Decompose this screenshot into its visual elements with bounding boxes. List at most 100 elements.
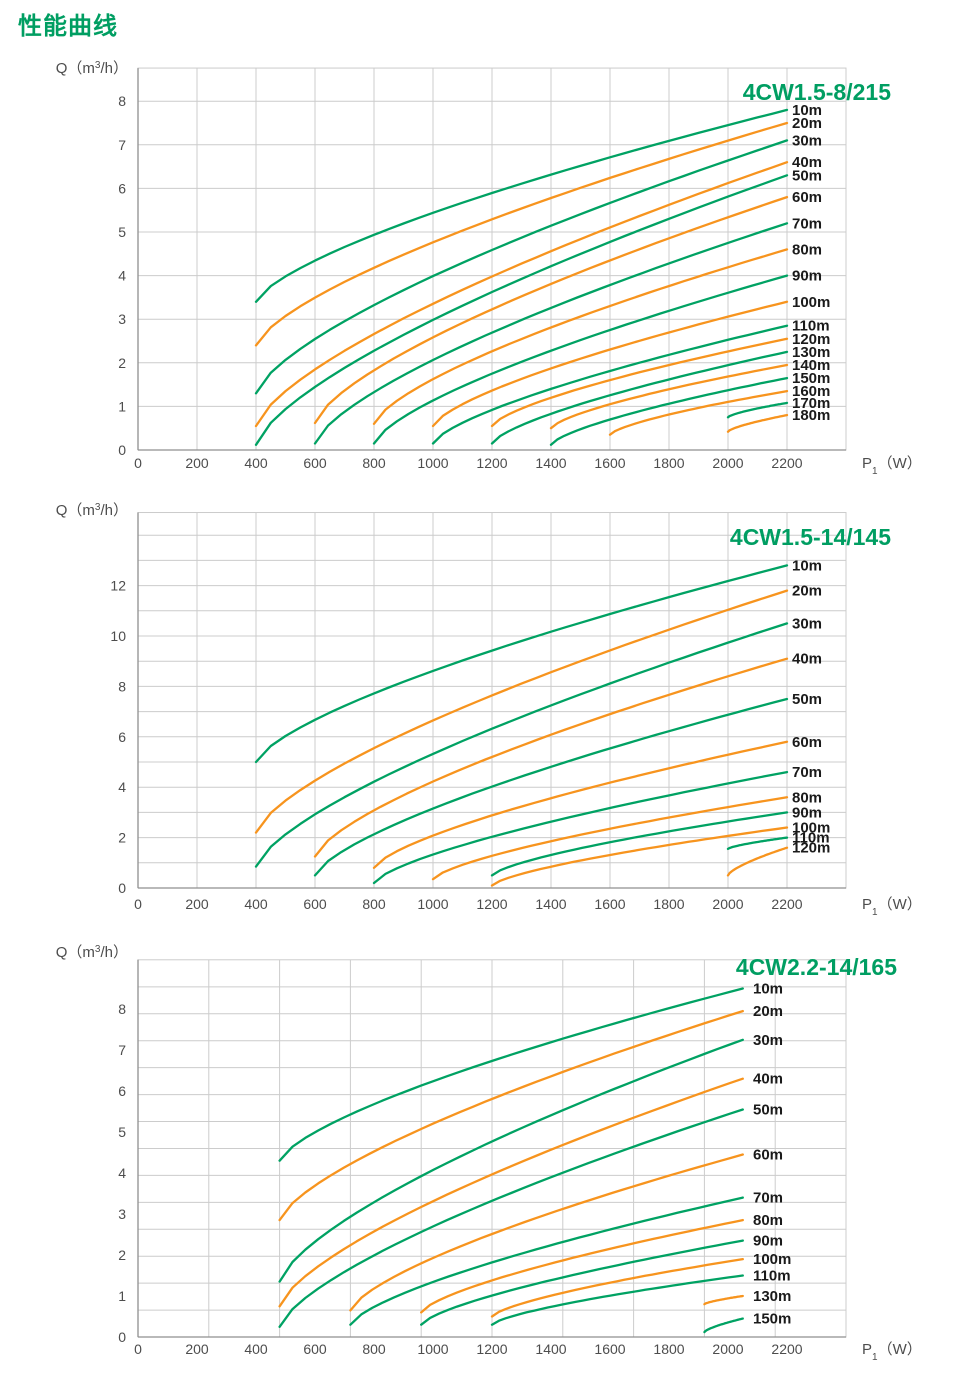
curve-label-160m: 160m [792,383,830,400]
x-tick-label: 2000 [712,896,743,912]
x-tick-label: 800 [362,1341,386,1357]
y-tick-label: 0 [118,442,126,458]
y-axis-title: Q（m3/h） [56,944,128,962]
y-tick-label: 2 [118,830,126,846]
curve-label-60m: 60m [792,734,822,751]
x-tick-label: 2200 [771,896,802,912]
y-tick-label: 1 [118,1288,126,1304]
x-tick-label: 1800 [653,455,684,471]
curve-label-60m: 60m [792,189,822,206]
curve-label-60m: 60m [753,1147,783,1164]
curve-label-70m: 70m [792,215,822,232]
chart-4cw1-5-8-215: 0 1 2 3 4 5 6 7 8 0 200 400 600 800 1000 1200 1400 1600 18… [0,55,960,495]
curve-label-20m: 20m [753,1003,783,1020]
curve-label-50m: 50m [753,1101,783,1118]
curve-180m [726,413,789,433]
curve-label-180m: 180m [792,407,830,424]
curve-label-20m: 20m [792,583,822,600]
x-tick-label: 2200 [771,1341,802,1357]
curve-30m [254,139,789,395]
y-tick-label: 6 [118,180,126,196]
x-tick-label: 1600 [594,455,625,471]
chart-canvas-2: 0 1 2 3 4 5 6 7 8 0 200 400 600 800 1000 1200 1400 1600 18… [56,944,922,1363]
curve-90m [420,1239,744,1326]
curve-80m [420,1218,744,1314]
curve-70m [349,1196,744,1326]
curve-10m [254,108,789,303]
curve-120m [490,337,789,428]
x-tick-label: 1200 [476,1341,507,1357]
y-tick-label: 2 [118,355,126,371]
x-tick-label: 2000 [712,1341,743,1357]
y-tick-label: 2 [118,1247,126,1263]
curve-110m [431,324,789,445]
x-tick-label: 600 [303,1341,327,1357]
y-tick-label: 10 [110,628,126,644]
axes-0 [137,68,846,451]
y-tick-label: 6 [118,1083,126,1099]
y-tick-label: 5 [118,224,126,240]
curve-70m [313,222,789,445]
curve-170m [726,401,789,419]
x-axis-title: P1（W） [862,1341,922,1363]
x-tick-label: 200 [185,1341,209,1357]
curve-label-120m: 120m [792,840,830,857]
x-tick-label: 1000 [417,1341,448,1357]
curve-40m [278,1077,744,1308]
curve-label-40m: 40m [753,1071,783,1088]
x-tick-label: 600 [303,896,327,912]
curve-label-140m: 140m [792,357,830,374]
curve-label-30m: 30m [792,615,822,632]
x-tick-label: 1400 [535,1341,566,1357]
curve-150m [703,1317,744,1334]
curve-50m [313,697,789,877]
curve-120m [726,846,789,877]
curve-label-80m: 80m [792,241,822,258]
x-tick-label: 800 [362,896,386,912]
y-tick-label: 12 [110,578,126,594]
y-tick-label: 0 [118,880,126,896]
curve-70m [372,770,789,885]
curve-label-120m: 120m [792,331,830,348]
x-tick-label: 1600 [594,1341,625,1357]
curve-20m [254,121,789,347]
curve-label-10m: 10m [753,981,783,998]
grid-1 [137,512,847,889]
curve-10m [278,987,744,1162]
curve-110m [726,836,789,851]
curve-60m [349,1153,744,1312]
x-tick-label: 1800 [653,1341,684,1357]
curve-label-100m: 100m [792,820,830,837]
x-tick-label: 1000 [417,896,448,912]
x-tick-label: 1000 [417,455,448,471]
y-tick-label: 6 [118,729,126,745]
curve-100m [490,1257,744,1318]
curve-label-30m: 30m [753,1032,783,1049]
curve-label-10m: 10m [792,557,822,574]
curve-140m [549,363,789,430]
chart-title-0: 4CW1.5-8/215 [743,79,892,105]
y-tick-label: 8 [118,93,126,109]
x-tick-label: 400 [244,896,268,912]
chart-4cw2-2-14-165: 0 1 2 3 4 5 6 7 8 0 200 400 600 800 1000 1200 1400 1600 18… [0,935,960,1384]
curve-50m [278,1108,744,1328]
x-tick-label: 200 [185,896,209,912]
curve-110m [490,1274,744,1326]
x-tick-label: 1200 [476,896,507,912]
curve-60m [372,740,789,869]
x-axis-title: P1（W） [862,896,922,918]
curve-label-110m: 110m [792,830,830,847]
y-axis-title: Q（m3/h） [56,502,128,520]
curve-label-90m: 90m [753,1233,783,1250]
chart-canvas-0: 0 1 2 3 4 5 6 7 8 0 200 400 600 800 1000 1200 1400 1600 18… [56,60,922,477]
curve-80m [372,248,789,425]
curve-label-40m: 40m [792,651,822,668]
curve-130m [703,1294,744,1306]
curve-label-150m: 150m [753,1311,791,1328]
curve-150m [549,376,789,446]
y-tick-label: 3 [118,1206,126,1222]
y-tick-label: 7 [118,1042,126,1058]
x-tick-label: 400 [244,455,268,471]
x-tick-label: 1800 [653,896,684,912]
curve-label-100m: 100m [792,294,830,311]
